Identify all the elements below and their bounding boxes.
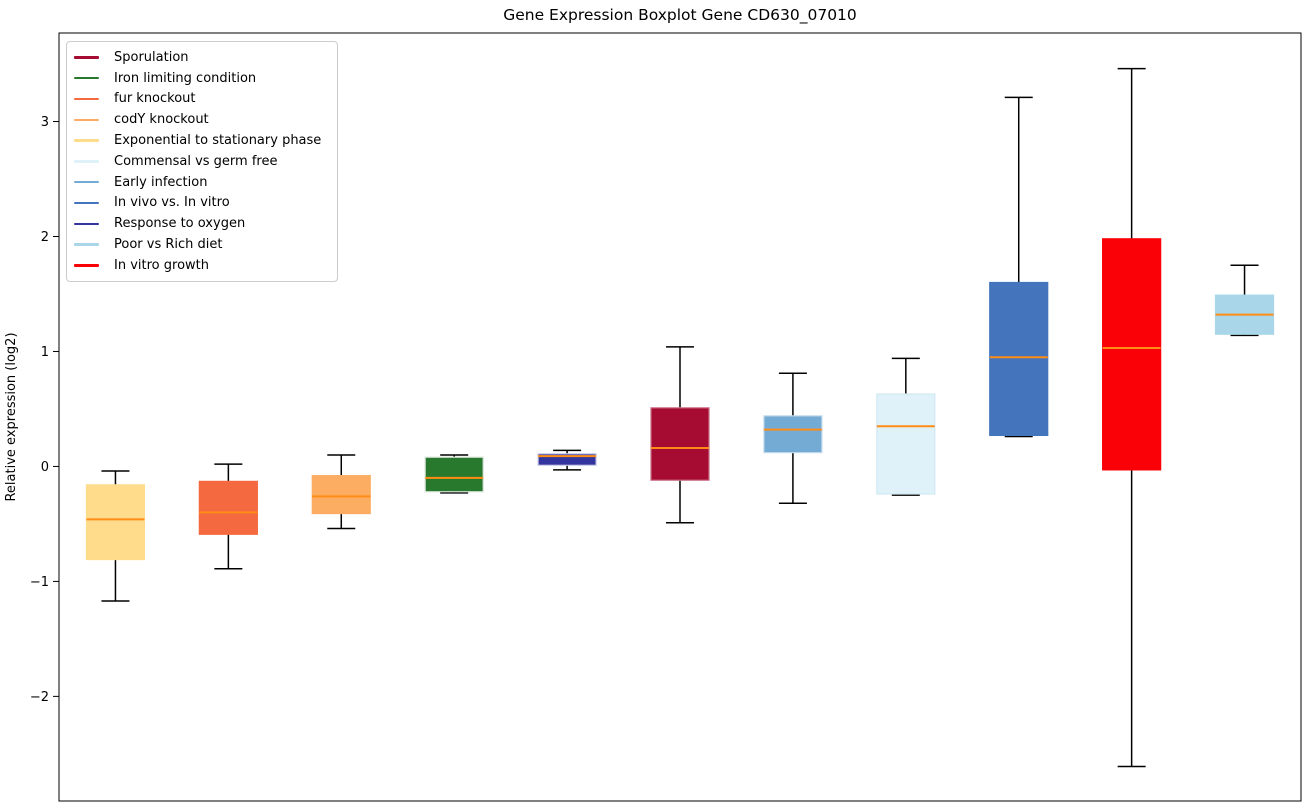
- legend-label: In vitro growth: [114, 257, 209, 273]
- legend-label: Poor vs Rich diet: [114, 237, 223, 253]
- legend-label: Iron limiting condition: [114, 70, 257, 86]
- legend-color-swatch: [74, 56, 99, 59]
- legend-color-swatch: [74, 180, 99, 184]
- legend-label: Response to oxygen: [114, 216, 246, 232]
- box: [1102, 238, 1162, 471]
- box: [650, 407, 710, 481]
- y-tick-label: −1: [30, 575, 49, 590]
- y-tick-label: 1: [41, 345, 49, 360]
- y-tick-label: 2: [41, 230, 49, 245]
- legend-label: Sporulation: [114, 49, 189, 65]
- legend-color-swatch: [74, 264, 99, 267]
- box-sporulation: [650, 346, 710, 524]
- legend-color-swatch: [74, 77, 99, 80]
- legend-label: Exponential to stationary phase: [114, 133, 322, 149]
- legend-color-swatch: [74, 201, 99, 205]
- box: [763, 415, 823, 454]
- box: [311, 475, 371, 515]
- legend-color-swatch: [74, 118, 99, 121]
- legend-label: In vivo vs. In vitro: [114, 195, 230, 211]
- legend-item: Commensal vs germ free: [74, 151, 329, 172]
- legend-item: In vivo vs. In vitro: [74, 193, 329, 214]
- legend-item: Iron limiting condition: [74, 68, 329, 89]
- legend-item: fur knockout: [74, 89, 329, 110]
- legend-item: Sporulation: [74, 47, 329, 68]
- y-tick-label: −2: [30, 690, 49, 705]
- y-tick-label: 3: [41, 115, 49, 130]
- box: [989, 281, 1049, 436]
- legend-label: codY knockout: [114, 112, 209, 128]
- legend-item: Poor vs Rich diet: [74, 234, 329, 255]
- plot-frame: [58, 32, 1302, 802]
- legend-label: fur knockout: [114, 91, 196, 107]
- chart-title: Gene Expression Boxplot Gene CD630_07010: [503, 6, 857, 24]
- box: [198, 480, 258, 535]
- legend-item: In vitro growth: [74, 255, 329, 276]
- legend-color-swatch: [74, 222, 99, 225]
- box-in-vivo-vs-in-vitro: [989, 96, 1049, 438]
- legend: Sporulation Iron limiting condition fur kn…: [66, 41, 338, 282]
- legend-color-swatch: [74, 97, 99, 101]
- y-axis-label: Relative expression (log2): [4, 332, 19, 501]
- box-fur-knockout: [198, 463, 258, 570]
- box: [537, 453, 597, 466]
- box-iron-limiting-condition: [424, 454, 484, 494]
- legend-label: Early infection: [114, 174, 208, 190]
- box-early-infection: [763, 372, 823, 504]
- box-poor-vs-rich-diet: [1214, 264, 1275, 337]
- legend-color-swatch: [74, 243, 99, 246]
- box-in-vitro-growth: [1102, 67, 1162, 768]
- box-cody-knockout: [311, 454, 371, 530]
- legend-label: Commensal vs germ free: [114, 153, 278, 169]
- legend-item: codY knockout: [74, 109, 329, 130]
- box-exponential-to-stationary-phase: [85, 470, 146, 602]
- box: [85, 484, 146, 561]
- legend-color-swatch: [74, 139, 99, 142]
- legend-color-swatch: [74, 160, 99, 163]
- y-tick-label: 0: [41, 460, 49, 475]
- box: [876, 393, 936, 495]
- legend-item: Response to oxygen: [74, 213, 329, 234]
- legend-item: Early infection: [74, 172, 329, 193]
- box-commensal-vs-germ-free: [876, 357, 936, 496]
- legend-item: Exponential to stationary phase: [74, 130, 329, 151]
- box-response-to-oxygen: [537, 449, 597, 471]
- box: [424, 456, 484, 493]
